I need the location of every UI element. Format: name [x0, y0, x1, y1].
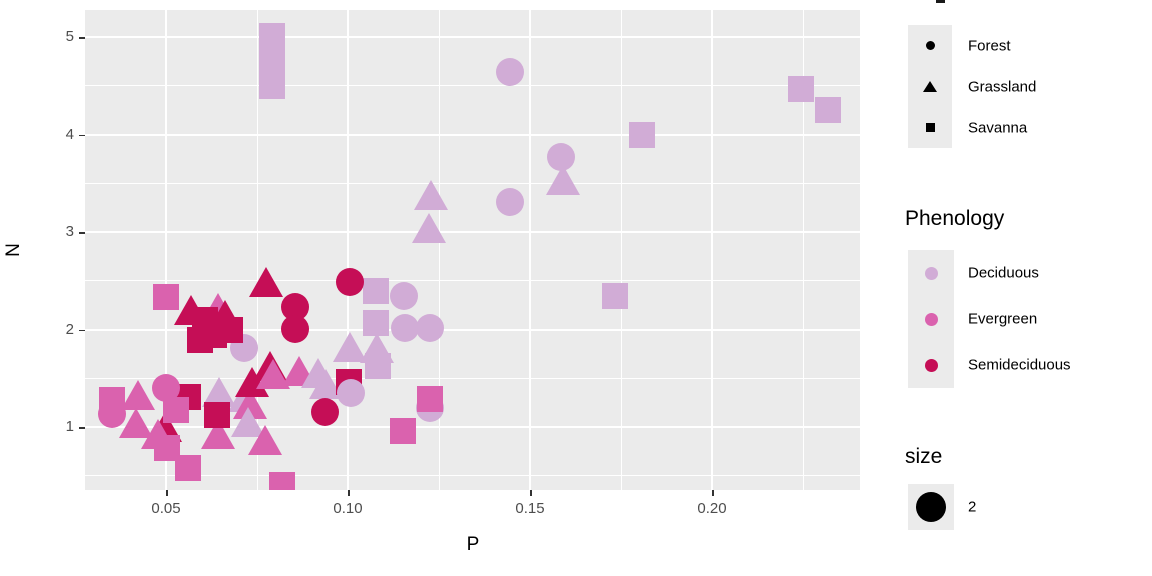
legend-item-label: Deciduous [968, 264, 1039, 282]
data-point-circle [495, 58, 524, 87]
data-point-square [814, 97, 841, 124]
x-tick-label: 0.10 [333, 500, 363, 517]
data-point-square [258, 48, 285, 75]
y-tick-mark [79, 329, 85, 331]
x-tick-label: 0.05 [151, 500, 181, 517]
savanna-square-icon [925, 123, 935, 132]
y-major-gridline [85, 426, 860, 428]
clipped-legend-title-fragment [936, 0, 945, 3]
data-point-triangle [413, 179, 448, 210]
y-tick-mark [79, 427, 85, 429]
plot-panel [85, 10, 860, 490]
y-tick-label: 2 [65, 320, 74, 338]
data-point-square [363, 278, 390, 305]
y-tick-mark [79, 37, 85, 39]
y-minor-gridline [85, 85, 860, 87]
y-minor-gridline [85, 475, 860, 477]
data-point-square [217, 316, 244, 343]
data-point-triangle [120, 379, 155, 410]
data-point-square [389, 417, 416, 444]
size-dot-icon [916, 492, 946, 522]
data-point-square [601, 283, 628, 310]
x-tick-label: 0.20 [697, 500, 727, 517]
data-point-square [364, 352, 391, 379]
phenology-color-dot [924, 266, 938, 280]
x-tick-mark [712, 490, 714, 496]
data-point-square [186, 327, 213, 354]
phenology-color-dot [924, 358, 938, 372]
y-tick-label: 5 [65, 28, 74, 45]
y-axis-title: N [3, 243, 24, 257]
data-point-square [416, 385, 443, 412]
x-minor-gridline [256, 10, 258, 490]
y-tick-label: 1 [65, 418, 74, 435]
x-tick-label: 0.15 [515, 500, 545, 517]
data-point-square [258, 23, 285, 50]
legend-item-label: 2 [968, 498, 977, 516]
y-minor-gridline [85, 377, 860, 379]
x-axis-title: P [466, 534, 480, 555]
legend-item-label: Evergreen [968, 310, 1038, 328]
legend-item-label: Savanna [968, 119, 1028, 136]
y-major-gridline [85, 36, 860, 38]
data-point-circle [280, 314, 309, 343]
data-point-square [174, 454, 201, 481]
data-point-circle [311, 398, 340, 427]
data-point-square [629, 121, 656, 148]
x-major-gridline [347, 10, 349, 490]
legend-item-label: Forest [968, 37, 1011, 54]
x-minor-gridline [438, 10, 440, 490]
y-tick-mark [79, 134, 85, 136]
x-major-gridline [529, 10, 531, 490]
y-tick-label: 4 [65, 125, 74, 143]
y-tick-label: 3 [65, 223, 74, 240]
y-tick-mark [79, 232, 85, 234]
legend-item-label: Semideciduous [968, 356, 1071, 374]
y-major-gridline [85, 231, 860, 233]
legend-size-title: size [905, 445, 943, 468]
y-minor-gridline [85, 182, 860, 184]
y-major-gridline [85, 328, 860, 331]
x-minor-gridline [802, 10, 804, 490]
x-major-gridline [711, 10, 713, 490]
data-point-square [258, 72, 285, 99]
data-point-square [269, 471, 296, 490]
data-point-triangle [411, 213, 446, 244]
legend-item-label: Grassland [968, 78, 1037, 95]
y-minor-gridline [85, 280, 860, 282]
legend-phenology-title: Phenology [905, 207, 1005, 230]
x-minor-gridline [620, 10, 622, 490]
data-point-triangle [249, 266, 284, 297]
data-point-square [203, 402, 230, 429]
data-point-circle [335, 267, 364, 296]
data-point-square [162, 397, 189, 424]
data-point-circle [495, 187, 524, 216]
data-point-circle [391, 313, 420, 342]
x-tick-mark [348, 490, 350, 496]
x-major-gridline [165, 10, 167, 490]
y-major-gridline [85, 133, 860, 136]
phenology-color-dot [924, 312, 938, 326]
x-tick-mark [530, 490, 532, 496]
data-point-triangle [248, 424, 282, 455]
data-point-square [787, 75, 814, 102]
data-point-circle [390, 282, 419, 311]
data-point-circle [415, 313, 444, 342]
data-point-square [363, 309, 390, 336]
data-point-circle [152, 374, 180, 402]
grassland-triangle-icon [923, 80, 937, 92]
x-tick-mark [166, 490, 168, 496]
data-point-triangle [546, 165, 581, 196]
forest-circle-icon [925, 41, 935, 50]
data-point-circle [336, 378, 365, 407]
